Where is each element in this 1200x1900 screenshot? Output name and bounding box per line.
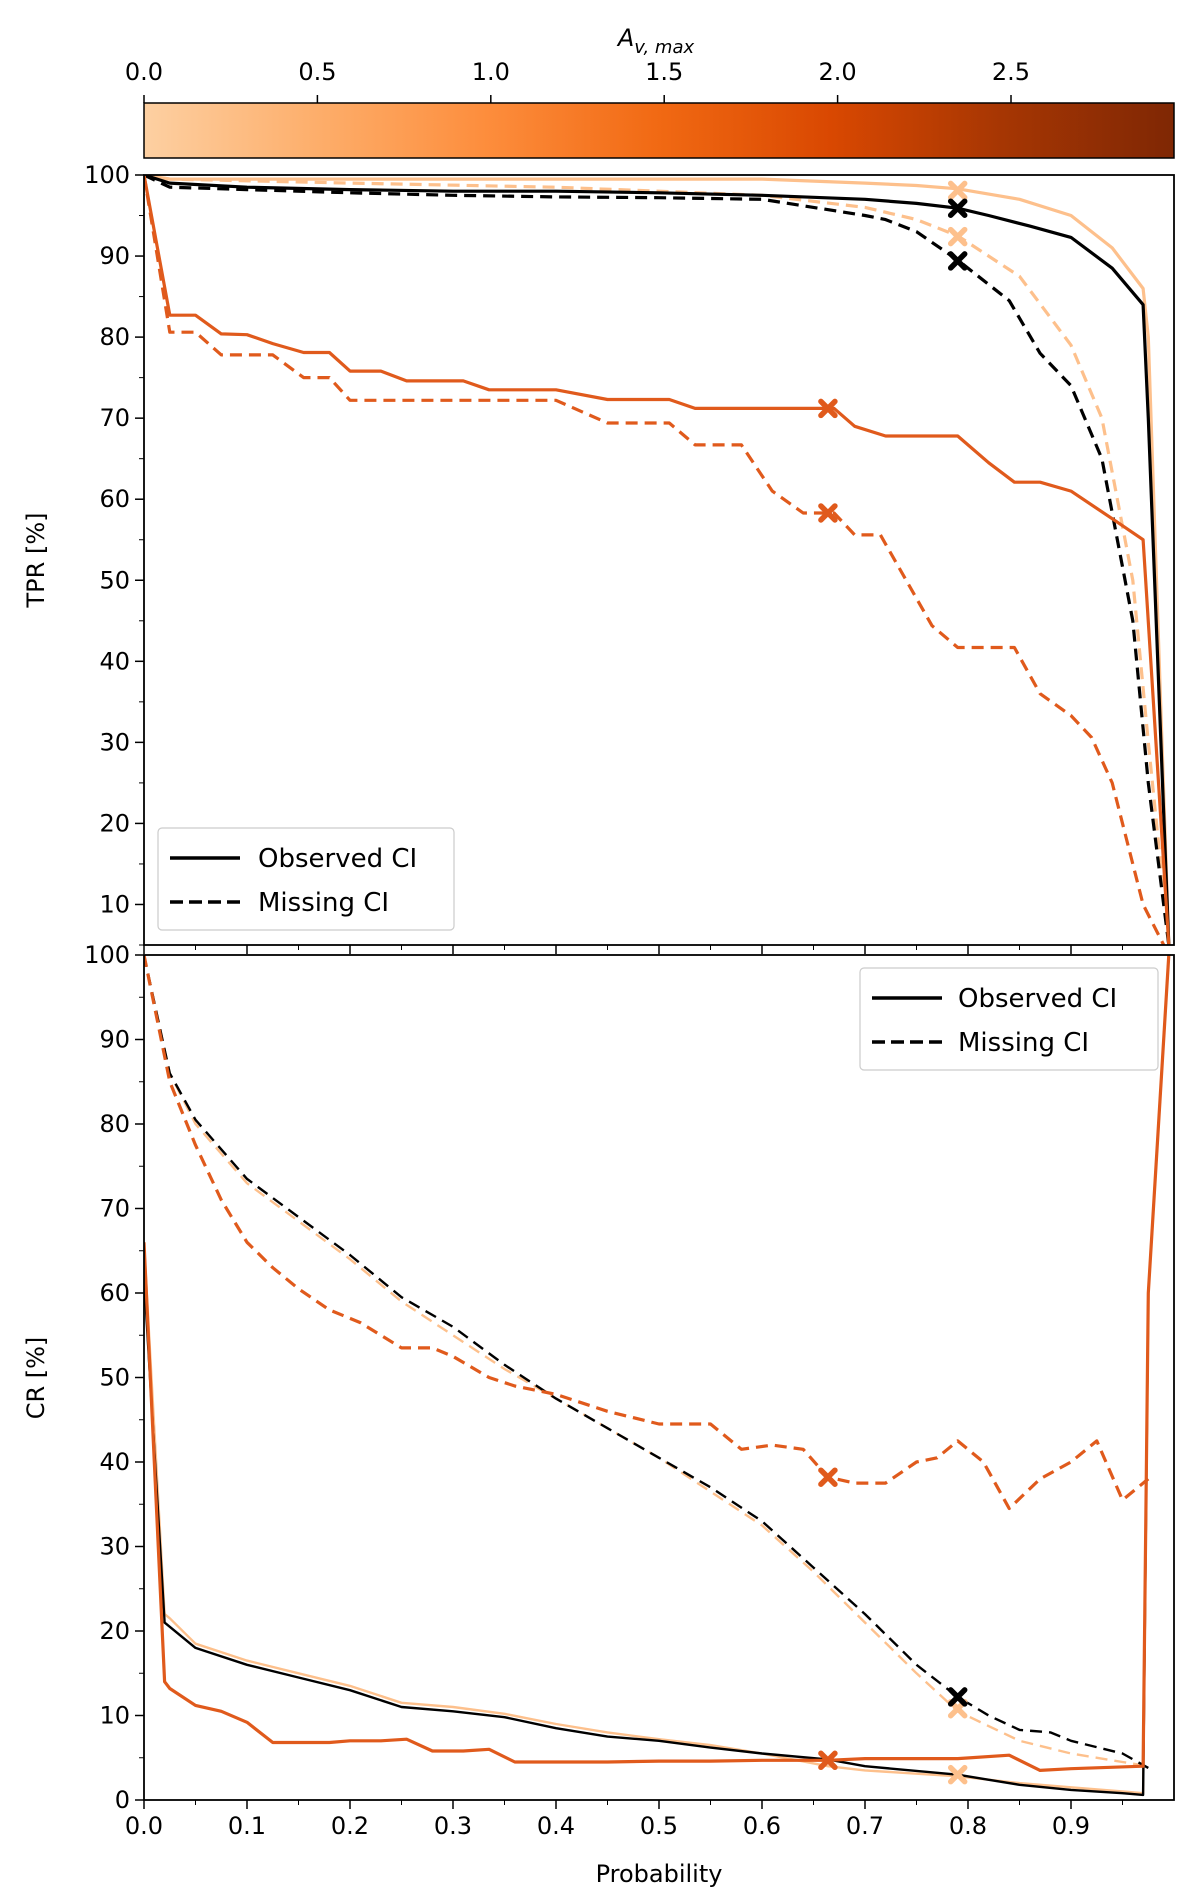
series-line — [144, 175, 1171, 945]
y-tick-label: 20 — [99, 1617, 130, 1645]
y-tick-label: 70 — [99, 404, 130, 432]
cr-frame — [143, 954, 1175, 1801]
threshold-marker — [818, 1467, 838, 1487]
series-line — [144, 955, 1171, 1772]
colorbar-tick-label: 1.0 — [472, 58, 510, 86]
cr-legend: Observed CI Missing CI — [859, 967, 1159, 1071]
threshold-marker — [818, 398, 838, 419]
threshold-marker — [947, 198, 968, 218]
threshold-marker — [947, 180, 968, 201]
threshold-marker — [947, 1687, 968, 1707]
y-tick-label: 20 — [99, 809, 130, 837]
x-tick-label: 0.3 — [434, 1812, 472, 1840]
tpr-legend-box — [157, 827, 455, 931]
cr-legend-missing: Missing CI — [958, 1028, 1089, 1058]
y-tick-label: 40 — [99, 1448, 130, 1476]
series-line — [144, 955, 1170, 1797]
tpr-frame — [143, 174, 1175, 946]
y-tick-label: 0 — [115, 1786, 130, 1814]
x-tick-label: 0.5 — [640, 1812, 678, 1840]
colorbar-label: Av, max — [616, 24, 695, 58]
tpr-series — [144, 175, 1171, 945]
y-tick-label: 30 — [99, 1533, 130, 1561]
x-tick-label: 0.1 — [228, 1812, 266, 1840]
x-axis-label: Probability — [596, 1860, 723, 1888]
tpr-legend-missing: Missing CI — [258, 888, 389, 918]
x-tick-label: 0.6 — [743, 1812, 781, 1840]
y-tick-label: 70 — [99, 1195, 130, 1223]
x-tick-label: 0.4 — [537, 1812, 575, 1840]
threshold-marker — [818, 503, 838, 523]
colorbar-ticks: 0.0 0.5 1.0 1.5 2.0 2.5 — [125, 58, 1030, 103]
y-tick-label: 80 — [99, 1110, 130, 1138]
tpr-legend: Observed CI Missing CI — [157, 827, 455, 931]
y-tick-label: 60 — [99, 1279, 130, 1307]
y-tick-label: 40 — [99, 647, 130, 675]
series-line — [144, 955, 1150, 1511]
x-tick-label: 0.7 — [846, 1812, 884, 1840]
y-tick-label: 100 — [84, 941, 130, 969]
cr-series — [144, 955, 1171, 1797]
series-line — [144, 175, 1171, 945]
series-line — [144, 175, 1171, 945]
cr-legend-observed: Observed CI — [958, 984, 1117, 1014]
threshold-marker — [947, 226, 968, 247]
cr-ylabel: CR [%] — [22, 1337, 50, 1420]
cr-markers — [818, 1467, 968, 1785]
y-tick-label: 50 — [99, 566, 130, 594]
series-line — [144, 955, 1149, 1769]
colorbar-tick-label: 2.5 — [992, 58, 1030, 86]
y-tick-label: 10 — [99, 890, 130, 918]
y-tick-label: 10 — [99, 1702, 130, 1730]
colorbar-tick-label: 0.0 — [125, 58, 163, 86]
tpr-ylabel: TPR [%] — [22, 513, 50, 609]
series-line — [144, 955, 1149, 1768]
tpr-panel: 10 20 30 40 50 60 70 80 90 100 TPR [%] Observed C… — [22, 161, 1175, 954]
x-tick-label: 0.8 — [949, 1812, 987, 1840]
threshold-marker — [947, 251, 968, 271]
threshold-marker — [818, 1750, 838, 1771]
colorbar-gradient — [143, 102, 1175, 159]
x-tick-label: 0.0 — [125, 1812, 163, 1840]
tpr-markers — [818, 180, 968, 523]
tpr-legend-observed: Observed CI — [258, 844, 417, 874]
y-tick-label: 90 — [99, 242, 130, 270]
colorbar-tick-label: 0.5 — [298, 58, 336, 86]
series-line — [144, 955, 1170, 1795]
y-tick-label: 50 — [99, 1364, 130, 1392]
threshold-marker — [947, 1764, 968, 1785]
colorbar-tick-label: 1.5 — [645, 58, 683, 86]
x-tick-label: 0.9 — [1052, 1812, 1090, 1840]
x-tick-label: 0.2 — [331, 1812, 369, 1840]
cr-x-ticks: 0.0 0.1 0.2 0.3 0.4 0.5 0.6 0.7 0.8 0.9 — [125, 1800, 1123, 1840]
y-tick-label: 60 — [99, 485, 130, 513]
colorbar: 0.0 0.5 1.0 1.5 2.0 2.5 Av, max — [125, 24, 1175, 159]
y-tick-label: 100 — [84, 161, 130, 189]
y-tick-label: 30 — [99, 728, 130, 756]
series-line — [144, 175, 1166, 945]
colorbar-tick-label: 2.0 — [819, 58, 857, 86]
cr-legend-box — [859, 967, 1159, 1071]
series-line — [144, 175, 1171, 945]
y-tick-label: 80 — [99, 323, 130, 351]
cr-y-ticks: 0 10 20 30 40 50 60 70 80 90 100 — [84, 941, 144, 1814]
y-tick-label: 90 — [99, 1026, 130, 1054]
tpr-x-ticks — [143, 945, 1123, 954]
tpr-y-ticks: 10 20 30 40 50 60 70 80 90 100 — [84, 161, 144, 946]
